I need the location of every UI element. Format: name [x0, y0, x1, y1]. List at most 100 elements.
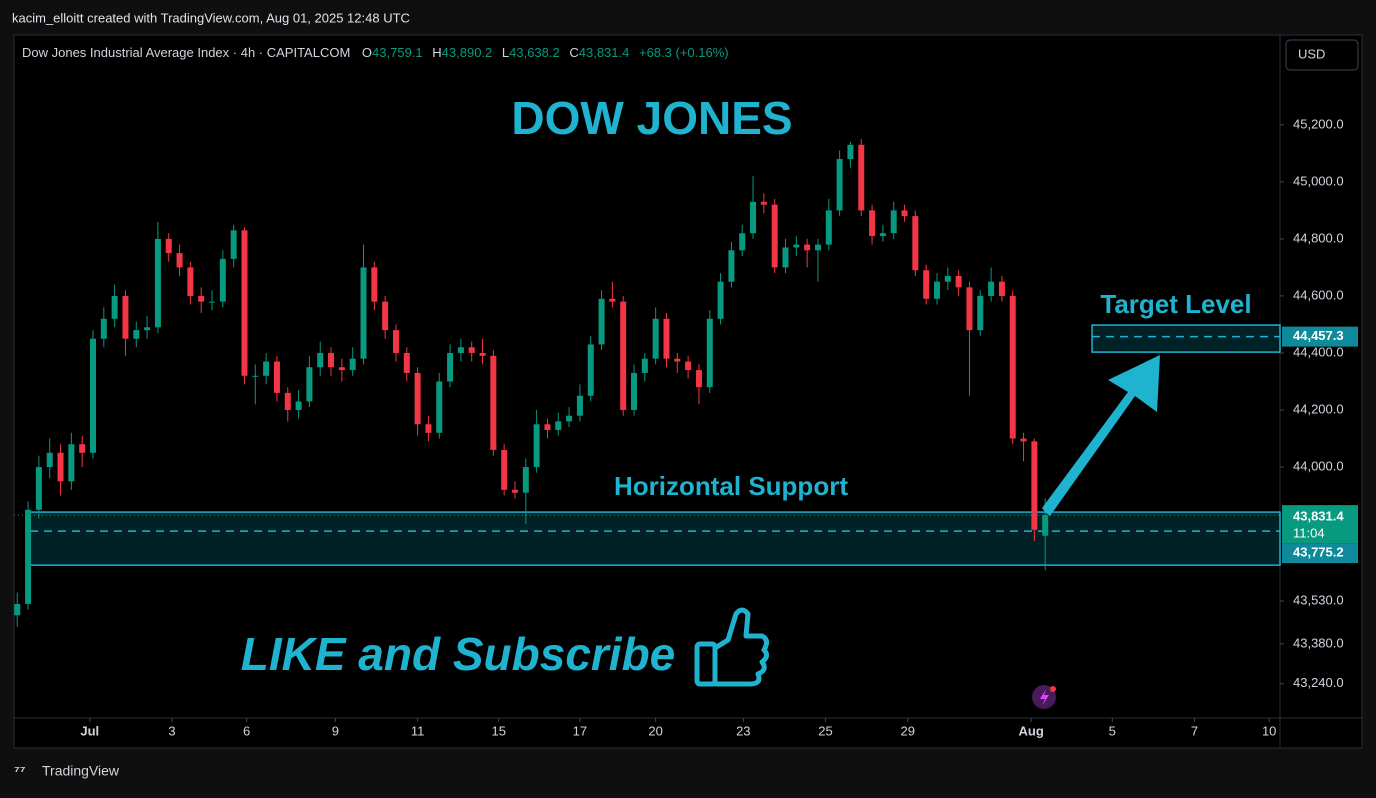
x-tick-label: 7: [1191, 723, 1198, 738]
candle-body: [912, 216, 919, 271]
candle-body: [771, 204, 778, 268]
candle-body: [165, 238, 172, 254]
candle-body: [306, 367, 313, 402]
candle-body: [273, 361, 280, 393]
candle-body: [14, 603, 21, 616]
candle-body: [479, 352, 486, 356]
candle-body: [955, 275, 962, 288]
ohlc-name: C: [569, 45, 578, 60]
candle-body: [566, 415, 573, 422]
candle-body: [631, 372, 638, 411]
candle-body: [717, 281, 724, 319]
candle-body: [652, 318, 659, 359]
zone: [29, 511, 1281, 566]
candle-body: [252, 375, 259, 377]
candle-body: [219, 258, 226, 302]
currency-button[interactable]: [1285, 39, 1359, 71]
candle-body: [576, 395, 583, 416]
symbol: Dow Jones Industrial Average Index · 4h …: [22, 45, 350, 60]
candle-body: [901, 210, 908, 217]
candle-body: [1031, 441, 1038, 530]
y-tick-label: 44,200.0: [1293, 401, 1344, 416]
price-label-bg: [1282, 505, 1358, 544]
candle-body: [284, 392, 291, 411]
ohlc-value: 43,638.2: [509, 45, 560, 60]
candle-body: [663, 318, 670, 359]
candle-body: [544, 424, 551, 430]
ohlc-value: 43,759.1: [372, 45, 423, 60]
candle-body: [858, 144, 865, 211]
cta: LIKE and Subscribe: [241, 628, 676, 680]
heading: DOW JONES: [511, 92, 792, 144]
ohlc-value: 43,890.2: [442, 45, 493, 60]
y-tick-label: 43,240.0: [1293, 675, 1344, 690]
x-tick-label: 25: [818, 723, 832, 738]
candle-body: [425, 424, 432, 433]
candle-body: [1042, 515, 1049, 536]
candle-body: [728, 250, 735, 282]
candle-body: [403, 352, 410, 373]
change: +68.3 (+0.16%): [639, 45, 729, 60]
price-label: 43,775.2: [1293, 545, 1344, 560]
candle-body: [750, 201, 757, 234]
candle-body: [695, 370, 702, 388]
ohlc-name: L: [502, 45, 509, 60]
candle-body: [836, 159, 843, 211]
candle-body: [555, 421, 562, 430]
zone: [1091, 324, 1281, 353]
candle-body: [988, 281, 995, 296]
arrow: [1042, 355, 1160, 516]
candle-body: [966, 287, 973, 331]
candle-body: [414, 372, 421, 425]
candle-body: [923, 270, 930, 299]
candle-body: [782, 247, 789, 268]
x-tick-label: Aug: [1018, 723, 1043, 738]
candle-body: [263, 361, 270, 376]
y-tick-label: 45,200.0: [1293, 116, 1344, 131]
candle-body: [933, 281, 940, 299]
x-tick-label: 15: [492, 723, 506, 738]
candle-body: [533, 424, 540, 468]
candle-body: [1009, 295, 1016, 439]
candle-body: [35, 467, 42, 510]
candle-body: [890, 210, 897, 234]
candle-body: [317, 352, 324, 368]
candle-body: [436, 381, 443, 433]
candle-body: [490, 355, 497, 450]
candle-body: [338, 367, 345, 371]
currency[interactable]: USD: [1298, 46, 1325, 61]
candle-body: [760, 201, 767, 205]
candle-body: [793, 244, 800, 248]
zone-label: Horizontal Support: [614, 471, 848, 501]
zone-label: Target Level: [1100, 289, 1251, 319]
x-tick-label: 10: [1262, 723, 1276, 738]
candle-body: [944, 275, 951, 282]
y-tick-label: 44,800.0: [1293, 230, 1344, 245]
candle-body: [869, 210, 876, 237]
candle-body: [501, 449, 508, 490]
x-tick-label: 5: [1109, 723, 1116, 738]
candle-body: [587, 344, 594, 396]
candle-body: [241, 230, 248, 376]
footer: TradingView: [42, 763, 120, 779]
candle-body: [144, 327, 151, 331]
credit: kacim_elloitt created with TradingView.c…: [12, 10, 410, 25]
candle-body: [111, 295, 118, 319]
candle-body: [176, 253, 183, 268]
candle-body: [187, 267, 194, 296]
candle-body: [209, 301, 216, 303]
candle-body: [641, 358, 648, 373]
candle-body: [804, 244, 811, 251]
candle-body: [1020, 438, 1027, 442]
candle-body: [349, 358, 356, 371]
candle-body: [468, 347, 475, 353]
candle-body: [977, 295, 984, 331]
candle-body: [598, 298, 605, 345]
countdown: 11:04: [1293, 526, 1325, 541]
legend-text: Dow Jones Industrial Average Index · 4h …: [22, 45, 729, 60]
y-tick-label: 44,600.0: [1293, 287, 1344, 302]
y-tick-label: 43,380.0: [1293, 635, 1344, 650]
x-tick-label: 17: [573, 723, 587, 738]
